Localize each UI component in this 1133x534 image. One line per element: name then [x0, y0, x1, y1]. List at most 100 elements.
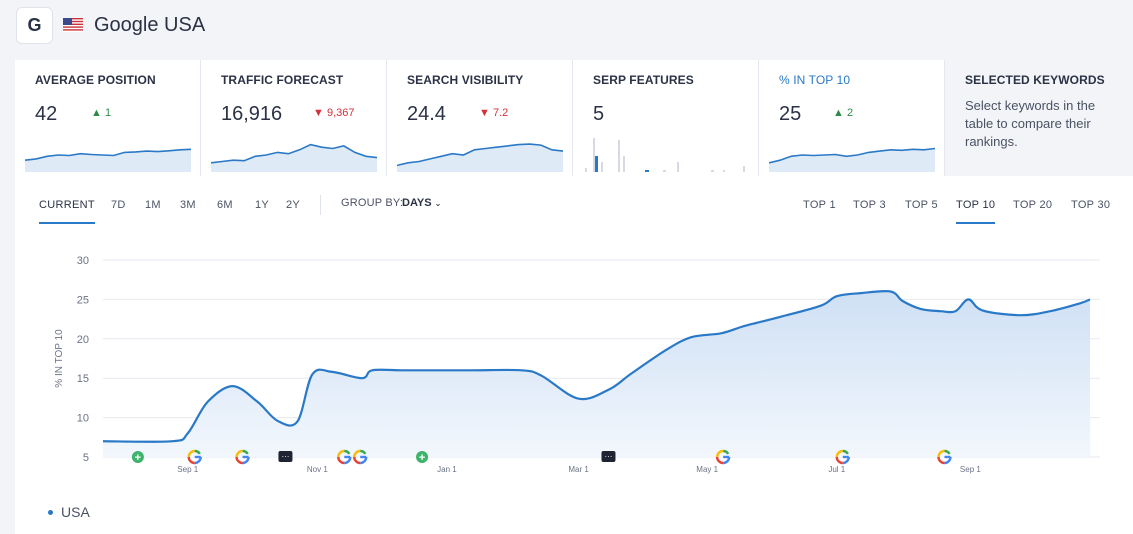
header: G Google USA — [0, 0, 1133, 58]
card-average-position[interactable]: AVERAGE POSITION 42 ▲ 1 — [15, 60, 201, 176]
google-logo-button[interactable]: G — [16, 7, 53, 44]
chart-legend[interactable]: USA — [48, 504, 90, 520]
google-update-icon-bar — [344, 455, 351, 459]
active-tab-underline — [956, 222, 995, 224]
metric-cards: AVERAGE POSITION 42 ▲ 1 TRAFFIC FORECAST… — [15, 60, 1133, 176]
sparkline-line — [397, 143, 563, 167]
sparkline-line — [211, 143, 377, 164]
y-tick-label: 10 — [77, 413, 89, 425]
google-update-icon-yellow — [715, 449, 731, 465]
plus-event-glyph: + — [419, 452, 425, 464]
card-traffic-forecast[interactable]: TRAFFIC FORECAST 16,916 ▼ 9,367 — [201, 60, 387, 176]
google-update-icon-red — [187, 449, 202, 465]
tab-period-6m[interactable]: 6M — [217, 199, 233, 211]
card-label: SELECTED KEYWORDS — [965, 73, 1105, 87]
plus-event-glyph: + — [135, 452, 141, 464]
divider — [320, 195, 321, 215]
group-by-label: GROUP BY: — [341, 197, 404, 209]
tab-period-3m[interactable]: 3M — [180, 199, 196, 211]
tab-top-20[interactable]: TOP 20 — [1013, 199, 1053, 211]
chevron-down-icon: ⌄ — [434, 199, 442, 208]
google-update-icon-bar — [944, 455, 951, 459]
tab-top-1[interactable]: TOP 1 — [803, 199, 836, 211]
card-delta: ▲ 1 — [91, 107, 112, 119]
sparkline — [25, 148, 191, 172]
x-tick-label: Sep 1 — [177, 465, 198, 474]
google-update-icon-yellow — [235, 449, 250, 465]
x-tick-label: May 1 — [696, 465, 718, 474]
x-tick-label: Nov 1 — [307, 465, 328, 474]
legend-dot-icon — [48, 509, 53, 515]
google-update-icon-red — [835, 449, 850, 465]
note-event-icon — [601, 451, 616, 462]
card-label: % IN TOP 10 — [779, 73, 851, 87]
group-by-dropdown[interactable]: DAYS ⌄ — [402, 197, 442, 209]
google-update-icon-yellow — [337, 449, 352, 465]
tab-period-7d[interactable]: 7D — [111, 199, 126, 211]
google-update-icon-bar — [242, 455, 249, 459]
legend-label: USA — [61, 504, 90, 520]
tab-top-10[interactable]: TOP 10 — [956, 199, 996, 211]
card-delta: ▲ 2 — [833, 107, 854, 119]
sparkline-area — [25, 149, 191, 172]
tab-period-current[interactable]: CURRENT — [39, 199, 95, 211]
note-event-icon — [278, 451, 293, 462]
tab-top-30[interactable]: TOP 30 — [1071, 199, 1111, 211]
sparkline-line — [25, 148, 191, 161]
card-value: 25 — [779, 103, 802, 125]
card-search-visibility[interactable]: SEARCH VISIBILITY 24.4 ▼ 7.2 — [387, 60, 573, 176]
arrow-down-icon: ▼ — [313, 107, 324, 119]
note-event-glyph: ··· — [281, 452, 289, 461]
google-update-icon-yellow — [835, 449, 850, 465]
google-update-icon-bar — [723, 455, 730, 459]
card-serp-features[interactable]: SERP FEATURES 5 — [573, 60, 759, 176]
arrow-down-icon: ▼ — [479, 107, 490, 119]
sparkline — [211, 143, 377, 172]
google-update-icon-bar — [842, 455, 849, 459]
card-label: SERP FEATURES — [593, 73, 694, 87]
y-axis-label: % IN TOP 10 — [54, 329, 65, 388]
card-label: SEARCH VISIBILITY — [407, 73, 524, 87]
card-delta: ▼ 9,367 — [313, 107, 355, 119]
x-tick-label: Jan 1 — [437, 465, 457, 474]
google-update-icon-red — [337, 449, 352, 465]
card-label: TRAFFIC FORECAST — [221, 73, 344, 87]
card-label: AVERAGE POSITION — [35, 73, 156, 87]
active-tab-underline — [39, 222, 95, 224]
y-tick-label: 15 — [77, 373, 89, 385]
google-update-icon-red — [937, 449, 952, 465]
tab-top-3[interactable]: TOP 3 — [853, 199, 886, 211]
x-tick-label: Mar 1 — [568, 465, 589, 474]
sparkline — [397, 143, 563, 172]
google-update-icon-bar — [360, 455, 367, 459]
card-percent-in-top-10[interactable]: % IN TOP 10 25 ▲ 2 — [759, 60, 945, 176]
tab-period-1y[interactable]: 1Y — [255, 199, 270, 211]
sparkline-area — [211, 144, 377, 172]
google-update-icon-bar — [194, 455, 201, 459]
google-update-icon-yellow — [187, 449, 202, 465]
google-update-icon-yellow — [353, 449, 368, 465]
note-event-glyph: ··· — [604, 452, 612, 461]
google-update-icon-yellow — [937, 449, 952, 465]
chart-panel: CURRENT 7D 1M 3M 6M 1Y 2Y GROUP BY: DAYS ⌄ TOP… — [15, 176, 1133, 534]
sparkline-area — [397, 144, 563, 172]
card-value: 24.4 — [407, 103, 446, 125]
arrow-up-icon: ▲ — [91, 107, 102, 119]
tab-top-5[interactable]: TOP 5 — [905, 199, 938, 211]
google-update-icon-red — [353, 449, 368, 465]
selected-keywords-panel: SELECTED KEYWORDS Select keywords in the… — [945, 60, 1133, 176]
y-tick-label: 20 — [77, 334, 89, 346]
plus-event-icon — [131, 451, 144, 463]
card-value: 16,916 — [221, 103, 283, 125]
y-tick-label: 30 — [77, 255, 89, 267]
series-line-usa — [102, 289, 1091, 443]
plus-event-icon — [416, 451, 429, 463]
tab-period-2y[interactable]: 2Y — [286, 199, 301, 211]
y-tick-label: 5 — [83, 452, 89, 464]
page-title: Google USA — [94, 14, 206, 36]
x-tick-label: Sep 1 — [960, 465, 981, 474]
tab-period-1m[interactable]: 1M — [145, 199, 161, 211]
google-g-icon: G — [27, 15, 42, 35]
serp-bars — [585, 138, 745, 172]
card-value: 5 — [593, 103, 605, 125]
